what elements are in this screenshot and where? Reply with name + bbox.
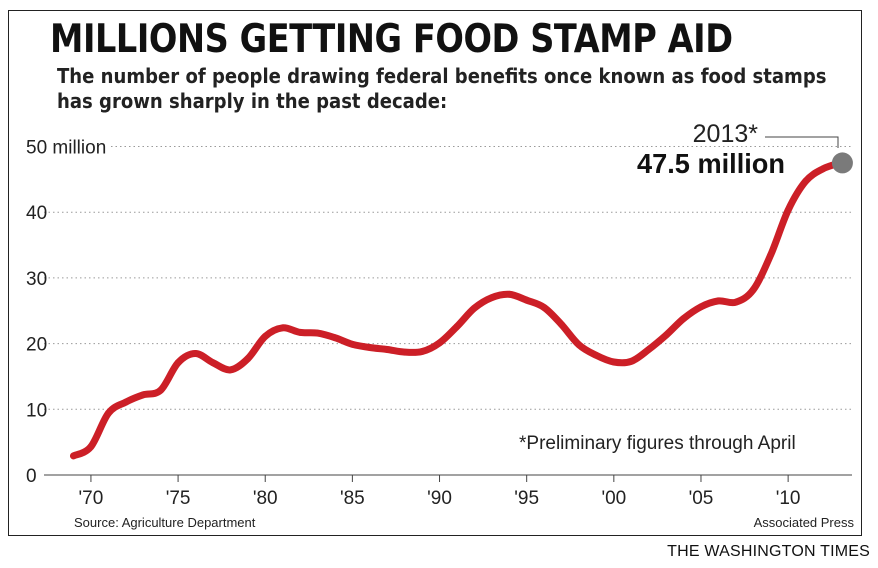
grid-lines: [44, 146, 852, 482]
endpoint-marker: [831, 152, 853, 174]
data-point: [749, 286, 757, 294]
endpoint-year-label: 2013*: [693, 120, 759, 148]
x-tick-label: '90: [427, 488, 452, 509]
data-point: [715, 297, 722, 305]
chart-frame: [8, 10, 862, 536]
data-point: [732, 298, 740, 306]
data-point: [418, 348, 426, 355]
chart-subtitle: The number of people drawing federal ben…: [57, 64, 827, 113]
data-point: [523, 296, 531, 304]
data-point: [819, 165, 827, 173]
data-point: [767, 251, 775, 259]
data-point: [593, 352, 600, 359]
x-tick-labels: '70 '75 '80 '85 '90 '95 '00 '05 '10: [79, 488, 801, 509]
data-point: [244, 355, 252, 363]
data-point: [331, 334, 339, 342]
y-tick-label: 0: [26, 466, 37, 487]
y-tick-label: 20: [26, 335, 47, 356]
data-point: [261, 333, 269, 340]
x-tick-label: '75: [166, 488, 191, 509]
data-point: [70, 452, 77, 460]
data-point: [558, 321, 565, 328]
x-tick-label: '80: [253, 488, 278, 509]
endpoint-leader-line: [765, 136, 839, 148]
data-point: [802, 177, 809, 185]
data-point: [645, 346, 653, 353]
x-tick-label: '00: [601, 488, 626, 509]
data-point: [662, 331, 670, 339]
x-tick-label: '70: [79, 488, 104, 509]
data-point: [122, 398, 130, 406]
y-tick-label: 50 million: [26, 138, 106, 159]
data-point: [383, 346, 391, 353]
y-tick-labels: 0 10 20 30 40 50 million: [26, 138, 106, 488]
footnote-annotation: *Preliminary figures through April: [519, 433, 796, 454]
data-point: [488, 294, 496, 301]
data-point: [192, 350, 199, 357]
data-point: [505, 290, 513, 298]
annotations: 2013*47.5 million *Preliminary figures th…: [519, 120, 839, 454]
data-point: [227, 366, 234, 374]
data-point: [453, 323, 461, 330]
x-tick-label: '10: [776, 488, 801, 509]
publisher-brand: THE WASHINGTON TIMES: [667, 543, 870, 560]
chart-title: MILLIONS GETTING FOOD STAMP AID: [50, 17, 733, 62]
data-point: [314, 329, 321, 337]
x-tick-label: '95: [514, 488, 539, 509]
data-point: [627, 357, 635, 365]
data-point: [139, 391, 147, 399]
data-point: [471, 304, 478, 312]
photo-credit: Associated Press: [753, 515, 854, 530]
data-point: [784, 206, 792, 214]
data-point: [436, 339, 443, 347]
data-point: [349, 340, 356, 348]
data-point: [610, 358, 618, 366]
x-tick-label: '85: [340, 488, 365, 509]
data-point: [296, 329, 304, 336]
data-point: [680, 315, 687, 322]
data-point: [540, 304, 548, 311]
data-point: [209, 359, 217, 367]
data-point: [366, 344, 374, 351]
data-point: [697, 303, 705, 311]
y-tick-label: 10: [26, 400, 47, 421]
y-tick-label: 30: [26, 269, 47, 290]
source-note: Source: Agriculture Department: [74, 515, 256, 530]
y-tick-label: 40: [26, 203, 47, 224]
series: [70, 152, 853, 460]
data-point: [105, 409, 112, 417]
data-point: [279, 324, 287, 332]
endpoint-value-label: 47.5 million: [637, 148, 785, 179]
data-point: [87, 443, 95, 451]
data-point: [401, 348, 409, 356]
x-tick-label: '05: [689, 488, 714, 509]
series-line: [70, 159, 844, 460]
data-point: [174, 359, 182, 367]
data-point: [157, 386, 165, 394]
data-point: [575, 341, 583, 349]
